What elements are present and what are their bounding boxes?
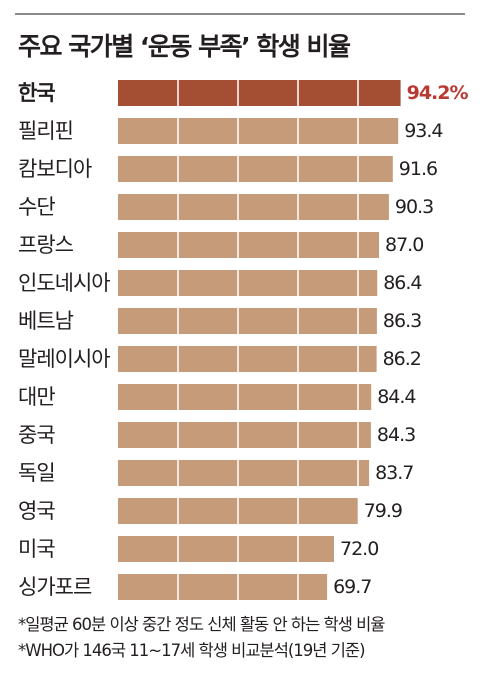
value-label: 72.0: [340, 538, 378, 560]
bar: [118, 346, 377, 372]
bar: [118, 384, 372, 410]
bar: [118, 270, 378, 296]
value-label: 93.4: [404, 120, 443, 142]
value-label: 90.3: [395, 196, 433, 218]
bar: [118, 308, 377, 334]
value-label: 79.9: [364, 500, 402, 522]
category-label: 중국: [18, 423, 55, 447]
category-label: 베트남: [18, 309, 74, 333]
value-label: 86.4: [383, 272, 422, 294]
category-label: 미국: [18, 537, 55, 561]
chart-title: 주요 국가별 ‘운동 부족’ 학생 비율: [18, 32, 351, 61]
bar: [118, 232, 379, 258]
bar: [118, 194, 389, 220]
value-label: 84.3: [377, 424, 415, 446]
category-label: 인도네시아: [18, 271, 110, 295]
category-label: 필리핀: [18, 119, 73, 143]
value-label: 87.0: [385, 234, 423, 256]
bar: [118, 422, 371, 448]
bar: [118, 80, 401, 106]
category-label: 영국: [18, 499, 55, 523]
category-label: 캄보디아: [18, 157, 92, 181]
value-label: 91.6: [399, 158, 437, 180]
value-label: 83.7: [375, 462, 413, 484]
value-label: 84.4: [377, 386, 416, 408]
value-label: 86.3: [383, 310, 421, 332]
bar: [118, 574, 328, 600]
category-label: 수단: [18, 195, 55, 219]
value-label: 86.2: [383, 348, 421, 370]
category-label: 독일: [18, 461, 55, 485]
value-label: 94.2%: [407, 82, 469, 104]
category-label: 프랑스: [18, 233, 74, 257]
footnote-2: *WHO가 146국 11~17세 학생 비교분석(19년 기준): [18, 641, 366, 660]
category-label: 한국: [18, 81, 55, 105]
category-label: 싱가포르: [18, 575, 92, 599]
bar: [118, 118, 399, 144]
value-label: 69.7: [333, 576, 371, 598]
category-label: 대만: [18, 385, 55, 409]
bar: [118, 156, 393, 182]
top-rule: [15, 13, 465, 15]
category-label: 말레이시아: [18, 347, 110, 371]
footnote-1: *일평균 60분 이상 중간 정도 신체 활동 안 하는 학생 비율: [18, 615, 385, 634]
bar: [118, 536, 334, 562]
bar: [118, 460, 370, 486]
